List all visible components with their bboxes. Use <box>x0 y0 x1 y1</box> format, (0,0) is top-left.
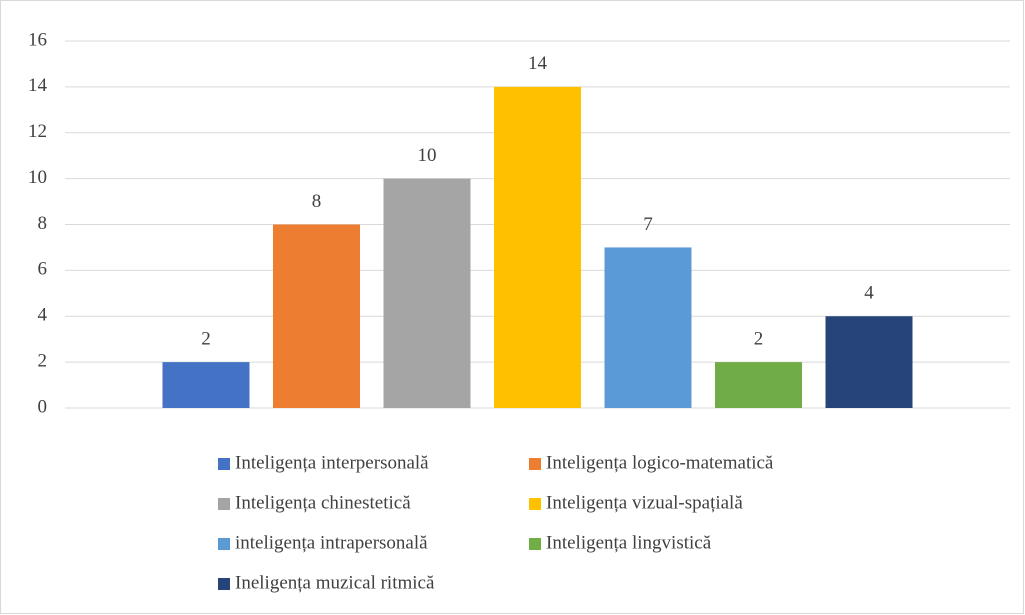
bar <box>383 178 471 408</box>
legend-swatch <box>529 538 541 550</box>
legend-label: Inteligența chinestetică <box>235 492 411 513</box>
legend-label: Ineligența muzical ritmică <box>235 572 435 593</box>
y-tick-label: 6 <box>38 259 48 280</box>
y-tick-label: 10 <box>28 167 47 188</box>
data-label: 4 <box>864 283 874 304</box>
y-tick-label: 12 <box>28 121 47 142</box>
legend-label: inteligența intrapersonală <box>235 532 428 553</box>
bar <box>825 316 913 408</box>
bar <box>162 362 250 408</box>
legend-swatch <box>529 498 541 510</box>
legend-label: Inteligența vizual-spațială <box>546 492 743 513</box>
y-tick-label: 8 <box>38 213 48 234</box>
legend-swatch <box>218 538 230 550</box>
legend-swatch <box>218 458 230 470</box>
legend-swatch <box>218 498 230 510</box>
y-tick-label: 14 <box>28 75 48 96</box>
data-label: 8 <box>312 191 322 212</box>
y-tick-label: 2 <box>38 350 48 371</box>
legend-swatch <box>529 458 541 470</box>
y-tick-label: 4 <box>38 305 48 326</box>
data-label: 10 <box>418 145 437 166</box>
legend-label: Inteligența lingvistică <box>546 532 712 553</box>
bar <box>494 86 581 408</box>
legend-label: Inteligența logico-matematică <box>546 452 774 473</box>
data-label: 2 <box>754 328 764 349</box>
bar <box>715 362 802 408</box>
data-label: 7 <box>643 214 653 235</box>
y-tick-label: 16 <box>28 29 47 50</box>
bar <box>273 224 360 408</box>
bar <box>604 247 692 408</box>
legend-swatch <box>218 578 230 590</box>
legend-label: Inteligența interpersonală <box>235 452 429 473</box>
data-label: 14 <box>528 53 548 74</box>
data-label: 2 <box>201 328 211 349</box>
y-tick-label: 0 <box>38 396 48 417</box>
